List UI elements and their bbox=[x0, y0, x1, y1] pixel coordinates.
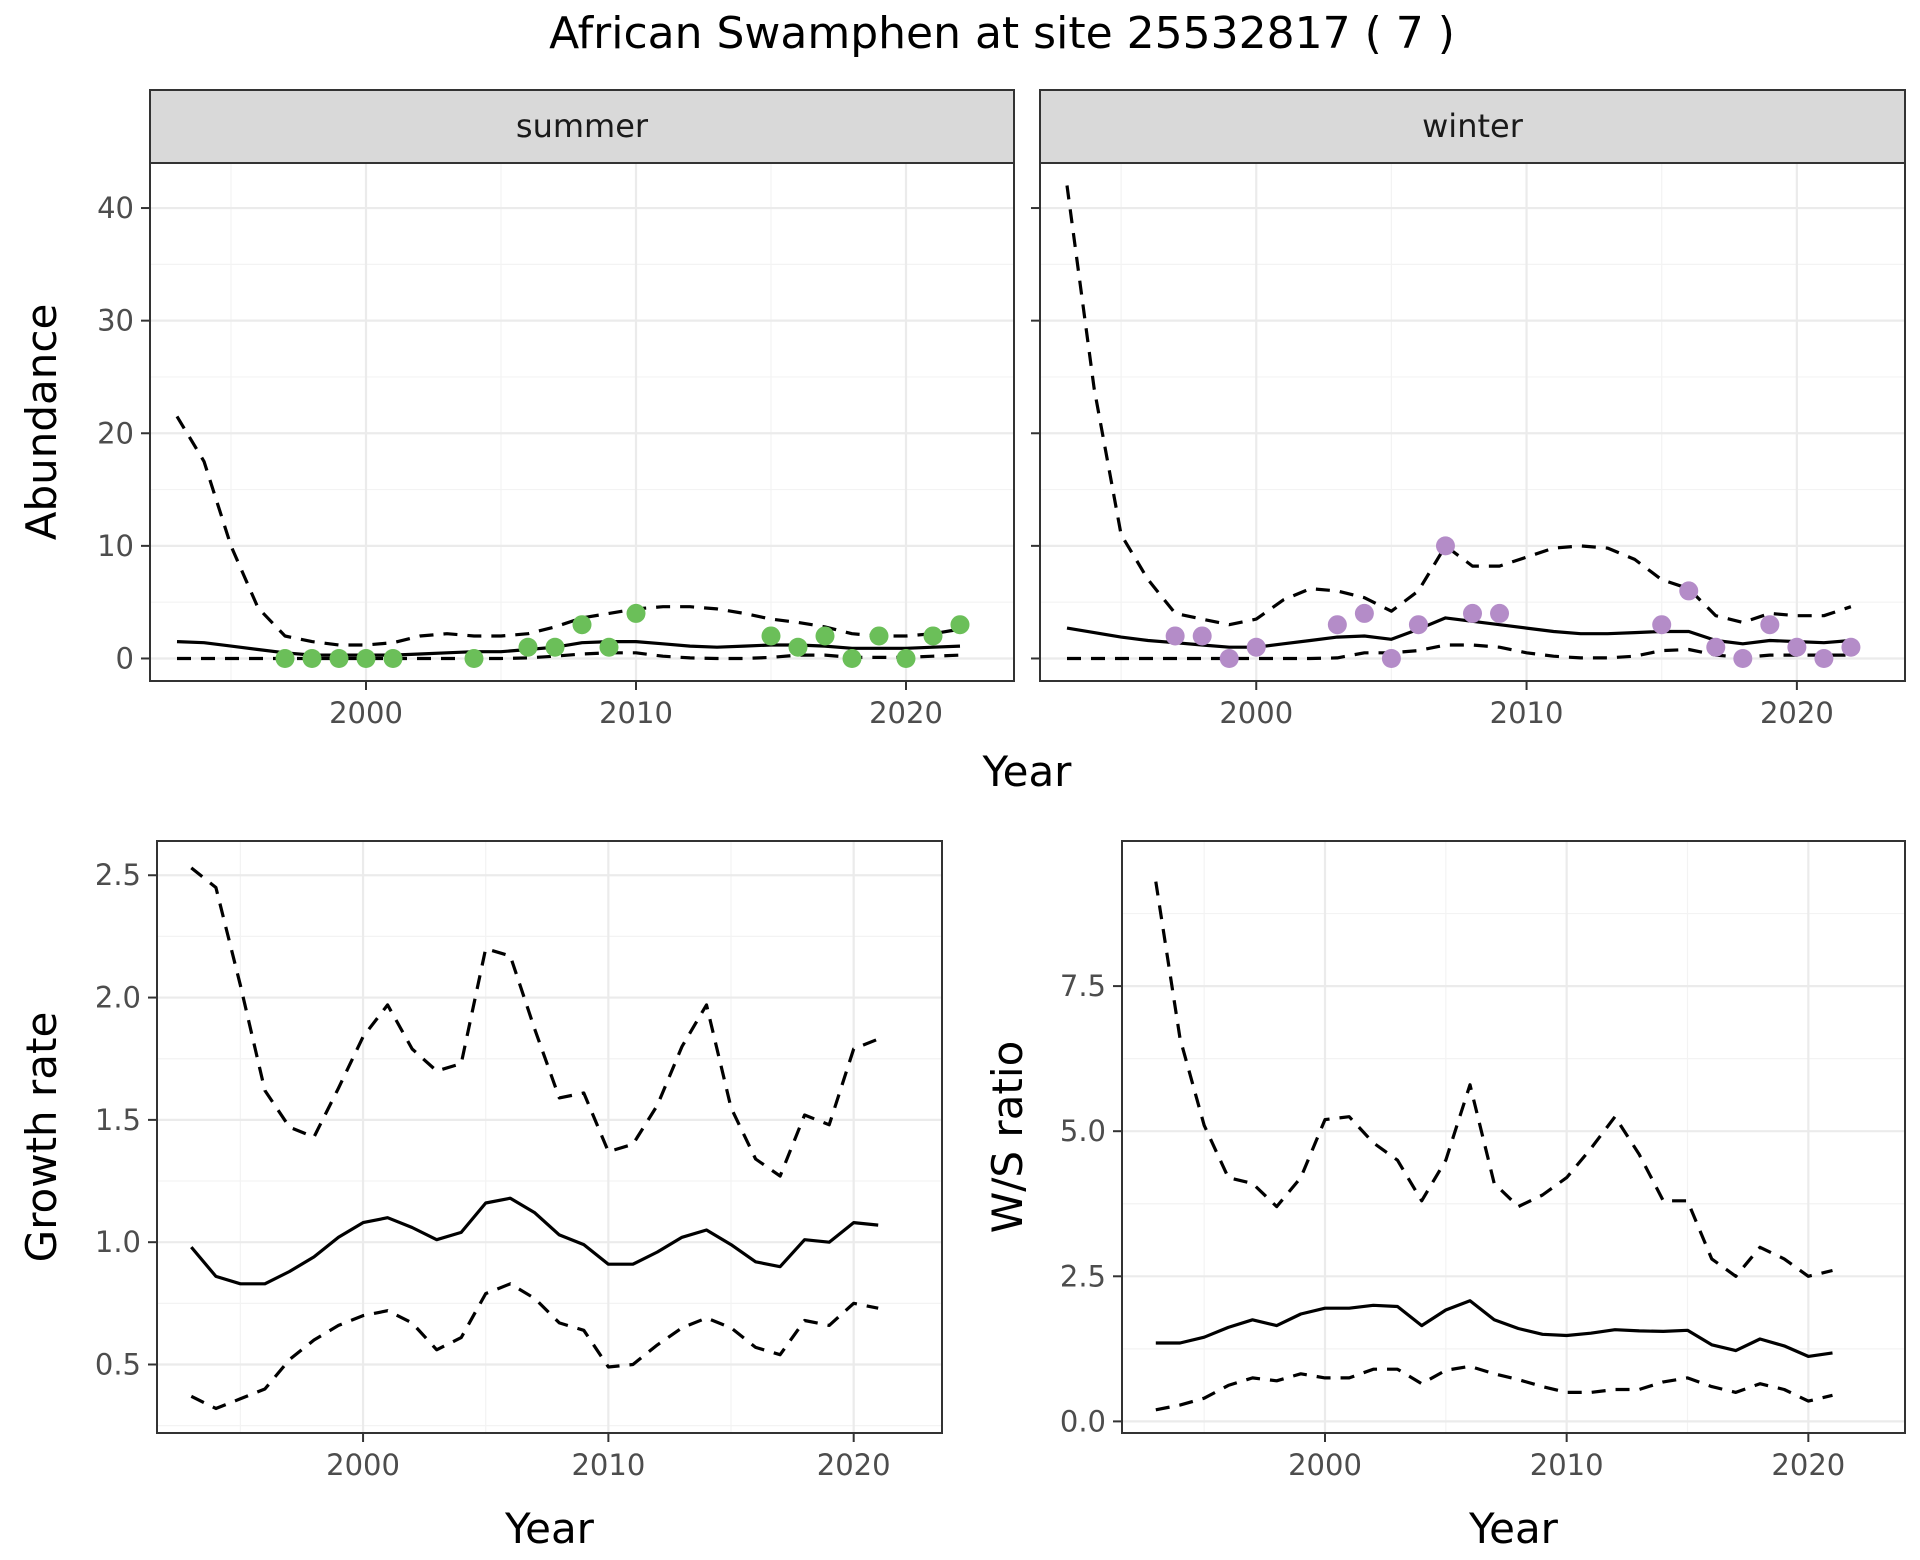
upper-ci-line bbox=[190, 866, 879, 1178]
count-point-winter bbox=[1490, 603, 1510, 623]
count-point-winter bbox=[1219, 648, 1239, 668]
y-tick-label: 40 bbox=[97, 191, 134, 225]
count-point-winter bbox=[1679, 581, 1699, 601]
count-point-winter bbox=[1354, 603, 1374, 623]
y-tick-label: 20 bbox=[97, 416, 134, 450]
count-point-summer bbox=[383, 648, 403, 668]
panel-border-summer bbox=[149, 162, 1015, 682]
abundance-axis-titles: Year Abundance bbox=[17, 304, 1072, 796]
count-point-winter bbox=[1706, 637, 1726, 657]
x-tick-label: 2000 bbox=[1219, 696, 1293, 730]
x-axis-title: Year bbox=[1468, 1504, 1559, 1553]
y-tick-label: 30 bbox=[97, 304, 134, 338]
count-point-winter bbox=[1435, 536, 1455, 556]
panel-border-winter bbox=[1039, 162, 1906, 682]
y-axis-title-abundance: Abundance bbox=[17, 304, 66, 541]
count-point-summer bbox=[896, 648, 916, 668]
y-tick-label: 2.0 bbox=[95, 981, 141, 1015]
estimate-line-winter bbox=[1066, 616, 1852, 649]
count-point-summer bbox=[788, 637, 808, 657]
x-tick-label: 2000 bbox=[1288, 1448, 1362, 1482]
count-point-winter bbox=[1165, 626, 1185, 646]
y-tick-label: 2.5 bbox=[95, 858, 141, 892]
count-point-winter bbox=[1814, 648, 1834, 668]
upper-ci-line-summer bbox=[175, 415, 961, 647]
count-point-winter bbox=[1463, 603, 1482, 623]
lower-ci-line bbox=[190, 1282, 879, 1411]
y-tick-label: 1.5 bbox=[95, 1103, 141, 1137]
count-point-summer bbox=[599, 637, 619, 657]
y-axis-title: W/S ratio bbox=[983, 1041, 1032, 1234]
count-point-winter bbox=[1192, 626, 1212, 646]
upper-ci-line bbox=[1154, 881, 1833, 1278]
count-point-winter bbox=[1381, 648, 1401, 668]
count-point-summer bbox=[356, 648, 376, 668]
facet-strip-summer bbox=[149, 89, 1015, 164]
estimate-line bbox=[1155, 1299, 1833, 1358]
y-tick-label: 7.5 bbox=[1060, 969, 1106, 1003]
x-tick-label: 2010 bbox=[1530, 1448, 1604, 1482]
x-tick-label: 2010 bbox=[571, 1448, 645, 1482]
facet-strip-label-winter: winter bbox=[1422, 107, 1524, 145]
x-tick-label: 2010 bbox=[1490, 696, 1564, 730]
panel-winter-abundance: winter 2000 2010 2020 bbox=[1031, 89, 1906, 730]
y-tick-label: 2.5 bbox=[1060, 1259, 1106, 1293]
panel-growth-rate: 2000 2010 2020 0.5 1.0 1.5 2.0 2.5 Year Growth ra… bbox=[17, 840, 943, 1553]
count-point-winter bbox=[1246, 637, 1266, 657]
panel-summer-abundance: summer 2000 2010 2020 0 10 20 30 40 bbox=[97, 89, 1015, 730]
lower-ci-line bbox=[1155, 1364, 1833, 1412]
count-point-summer bbox=[464, 648, 484, 668]
lower-ci-line-winter bbox=[1067, 643, 1851, 661]
count-point-winter bbox=[1787, 637, 1807, 657]
y-tick-label: 0 bbox=[116, 641, 134, 675]
count-point-summer bbox=[302, 648, 322, 668]
count-point-summer bbox=[761, 626, 781, 646]
x-axis-title: Year bbox=[504, 1504, 595, 1553]
upper-ci-line-winter bbox=[1065, 185, 1852, 627]
count-point-summer bbox=[329, 648, 349, 668]
count-point-summer bbox=[923, 626, 943, 646]
count-point-winter bbox=[1760, 615, 1780, 635]
count-point-summer bbox=[842, 648, 862, 668]
x-tick-label: 2020 bbox=[1760, 696, 1834, 730]
facet-strip-label-summer: summer bbox=[516, 107, 649, 145]
y-tick-label: 0.0 bbox=[1060, 1404, 1106, 1438]
x-tick-label: 2000 bbox=[329, 696, 403, 730]
count-point-summer bbox=[518, 637, 538, 657]
estimate-line-summer bbox=[176, 640, 961, 657]
count-point-summer bbox=[815, 626, 835, 646]
y-tick-label: 0.5 bbox=[95, 1348, 141, 1382]
y-axis-title: Growth rate bbox=[17, 1012, 66, 1263]
panel-border bbox=[1121, 840, 1906, 1434]
count-point-summer bbox=[572, 615, 592, 635]
x-tick-label: 2020 bbox=[817, 1448, 891, 1482]
count-point-winter bbox=[1733, 648, 1753, 668]
count-point-summer bbox=[545, 637, 565, 657]
x-tick-label: 2020 bbox=[1771, 1448, 1845, 1482]
count-point-summer bbox=[950, 615, 970, 635]
count-point-summer bbox=[869, 626, 889, 646]
count-point-winter bbox=[1841, 637, 1861, 657]
facet-strip-winter bbox=[1039, 89, 1906, 164]
count-point-summer bbox=[626, 603, 646, 623]
panel-border bbox=[156, 840, 943, 1434]
count-point-winter bbox=[1652, 615, 1672, 635]
panel-ws-ratio: 2000 2010 2020 0.0 2.5 5.0 7.5 Year W/S ratio bbox=[983, 840, 1906, 1553]
x-tick-label: 2010 bbox=[599, 696, 673, 730]
y-tick-label: 1.0 bbox=[95, 1225, 141, 1259]
estimate-line bbox=[190, 1196, 879, 1286]
y-tick-label: 5.0 bbox=[1060, 1114, 1106, 1148]
x-tick-label: 2020 bbox=[869, 696, 943, 730]
x-axis-title-abundance: Year bbox=[982, 747, 1073, 796]
count-point-winter bbox=[1408, 615, 1428, 635]
x-tick-label: 2000 bbox=[326, 1448, 400, 1482]
count-point-summer bbox=[275, 648, 295, 668]
count-point-winter bbox=[1327, 615, 1347, 635]
y-tick-label: 10 bbox=[97, 529, 134, 563]
chart-title: African Swamphen at site 25532817 ( 7 ) bbox=[549, 8, 1455, 59]
